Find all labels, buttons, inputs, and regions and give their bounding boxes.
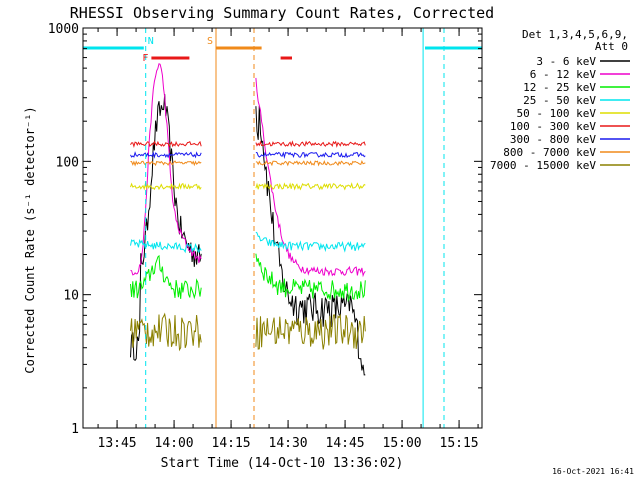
series-line-8-part-2 bbox=[255, 160, 366, 167]
y-tick-label-1: 1 bbox=[71, 422, 79, 437]
series-line-2-part-1 bbox=[130, 63, 202, 276]
x-tick-label-14:15: 14:15 bbox=[212, 436, 251, 451]
y-tick-label-10: 10 bbox=[63, 289, 79, 304]
flag-label-N: N bbox=[148, 36, 154, 47]
series-line-9-part-2 bbox=[255, 313, 366, 350]
legend-label-2: 6 - 12 keV bbox=[530, 68, 597, 81]
flag-label-S: S bbox=[207, 36, 213, 47]
legend-label-4: 25 - 50 keV bbox=[523, 94, 596, 107]
flag-label-F: F bbox=[142, 53, 148, 64]
legend-label-6: 100 - 300 keV bbox=[510, 120, 596, 133]
x-tick-label-15:00: 15:00 bbox=[383, 436, 422, 451]
y-tick-label-100: 100 bbox=[56, 155, 79, 170]
series-line-3-part-2 bbox=[255, 253, 366, 303]
x-tick-label-14:00: 14:00 bbox=[155, 436, 194, 451]
series-line-2-part-2 bbox=[255, 77, 366, 278]
legend-label-5: 50 - 100 keV bbox=[517, 107, 597, 120]
legend-label-9: 7000 - 15000 keV bbox=[490, 159, 596, 172]
series-line-4-part-1 bbox=[130, 238, 202, 254]
legend-label-7: 300 - 800 keV bbox=[510, 133, 596, 146]
plot-frame bbox=[82, 27, 483, 429]
series-line-8-part-1 bbox=[130, 160, 202, 167]
plot-layer: N S F 1 10 100 1000 13:45 14:00 14:15 14:30 14:45 15… bbox=[48, 22, 483, 451]
legend-header-line-1: Det 1,3,4,5,6,9, bbox=[522, 28, 628, 41]
series-line-4-part-2 bbox=[255, 231, 366, 253]
chart-title: RHESSI Observing Summary Count Rates, Co… bbox=[70, 4, 494, 22]
x-tick-label-14:45: 14:45 bbox=[326, 436, 365, 451]
y-tick-label-1000: 1000 bbox=[48, 22, 79, 37]
series-line-7-part-1 bbox=[130, 151, 202, 159]
legend-label-8: 800 - 7000 keV bbox=[503, 146, 596, 159]
legend-label-3: 12 - 25 keV bbox=[523, 81, 596, 94]
x-tick-label-13:45: 13:45 bbox=[98, 436, 137, 451]
series-line-5-part-2 bbox=[255, 182, 366, 191]
series-line-7-part-2 bbox=[255, 151, 366, 159]
series-line-9-part-1 bbox=[130, 312, 202, 352]
legend-label-1: 3 - 6 keV bbox=[536, 55, 596, 68]
x-axis-label: Start Time (14-Oct-10 13:36:02) bbox=[161, 456, 404, 471]
series-line-6-part-1 bbox=[130, 140, 202, 149]
series-line-6-part-2 bbox=[255, 140, 366, 148]
y-axis-label: Corrected Count Rate (s⁻¹ detector⁻¹) bbox=[23, 106, 37, 373]
series-line-3-part-1 bbox=[130, 254, 202, 300]
legend-header-line-2: Att 0 bbox=[595, 40, 628, 53]
series-line-5-part-1 bbox=[130, 182, 202, 191]
footer-date: 16-Oct-2021 16:41 bbox=[552, 467, 634, 476]
x-tick-label-14:30: 14:30 bbox=[269, 436, 308, 451]
x-tick-label-15:15: 15:15 bbox=[440, 436, 479, 451]
